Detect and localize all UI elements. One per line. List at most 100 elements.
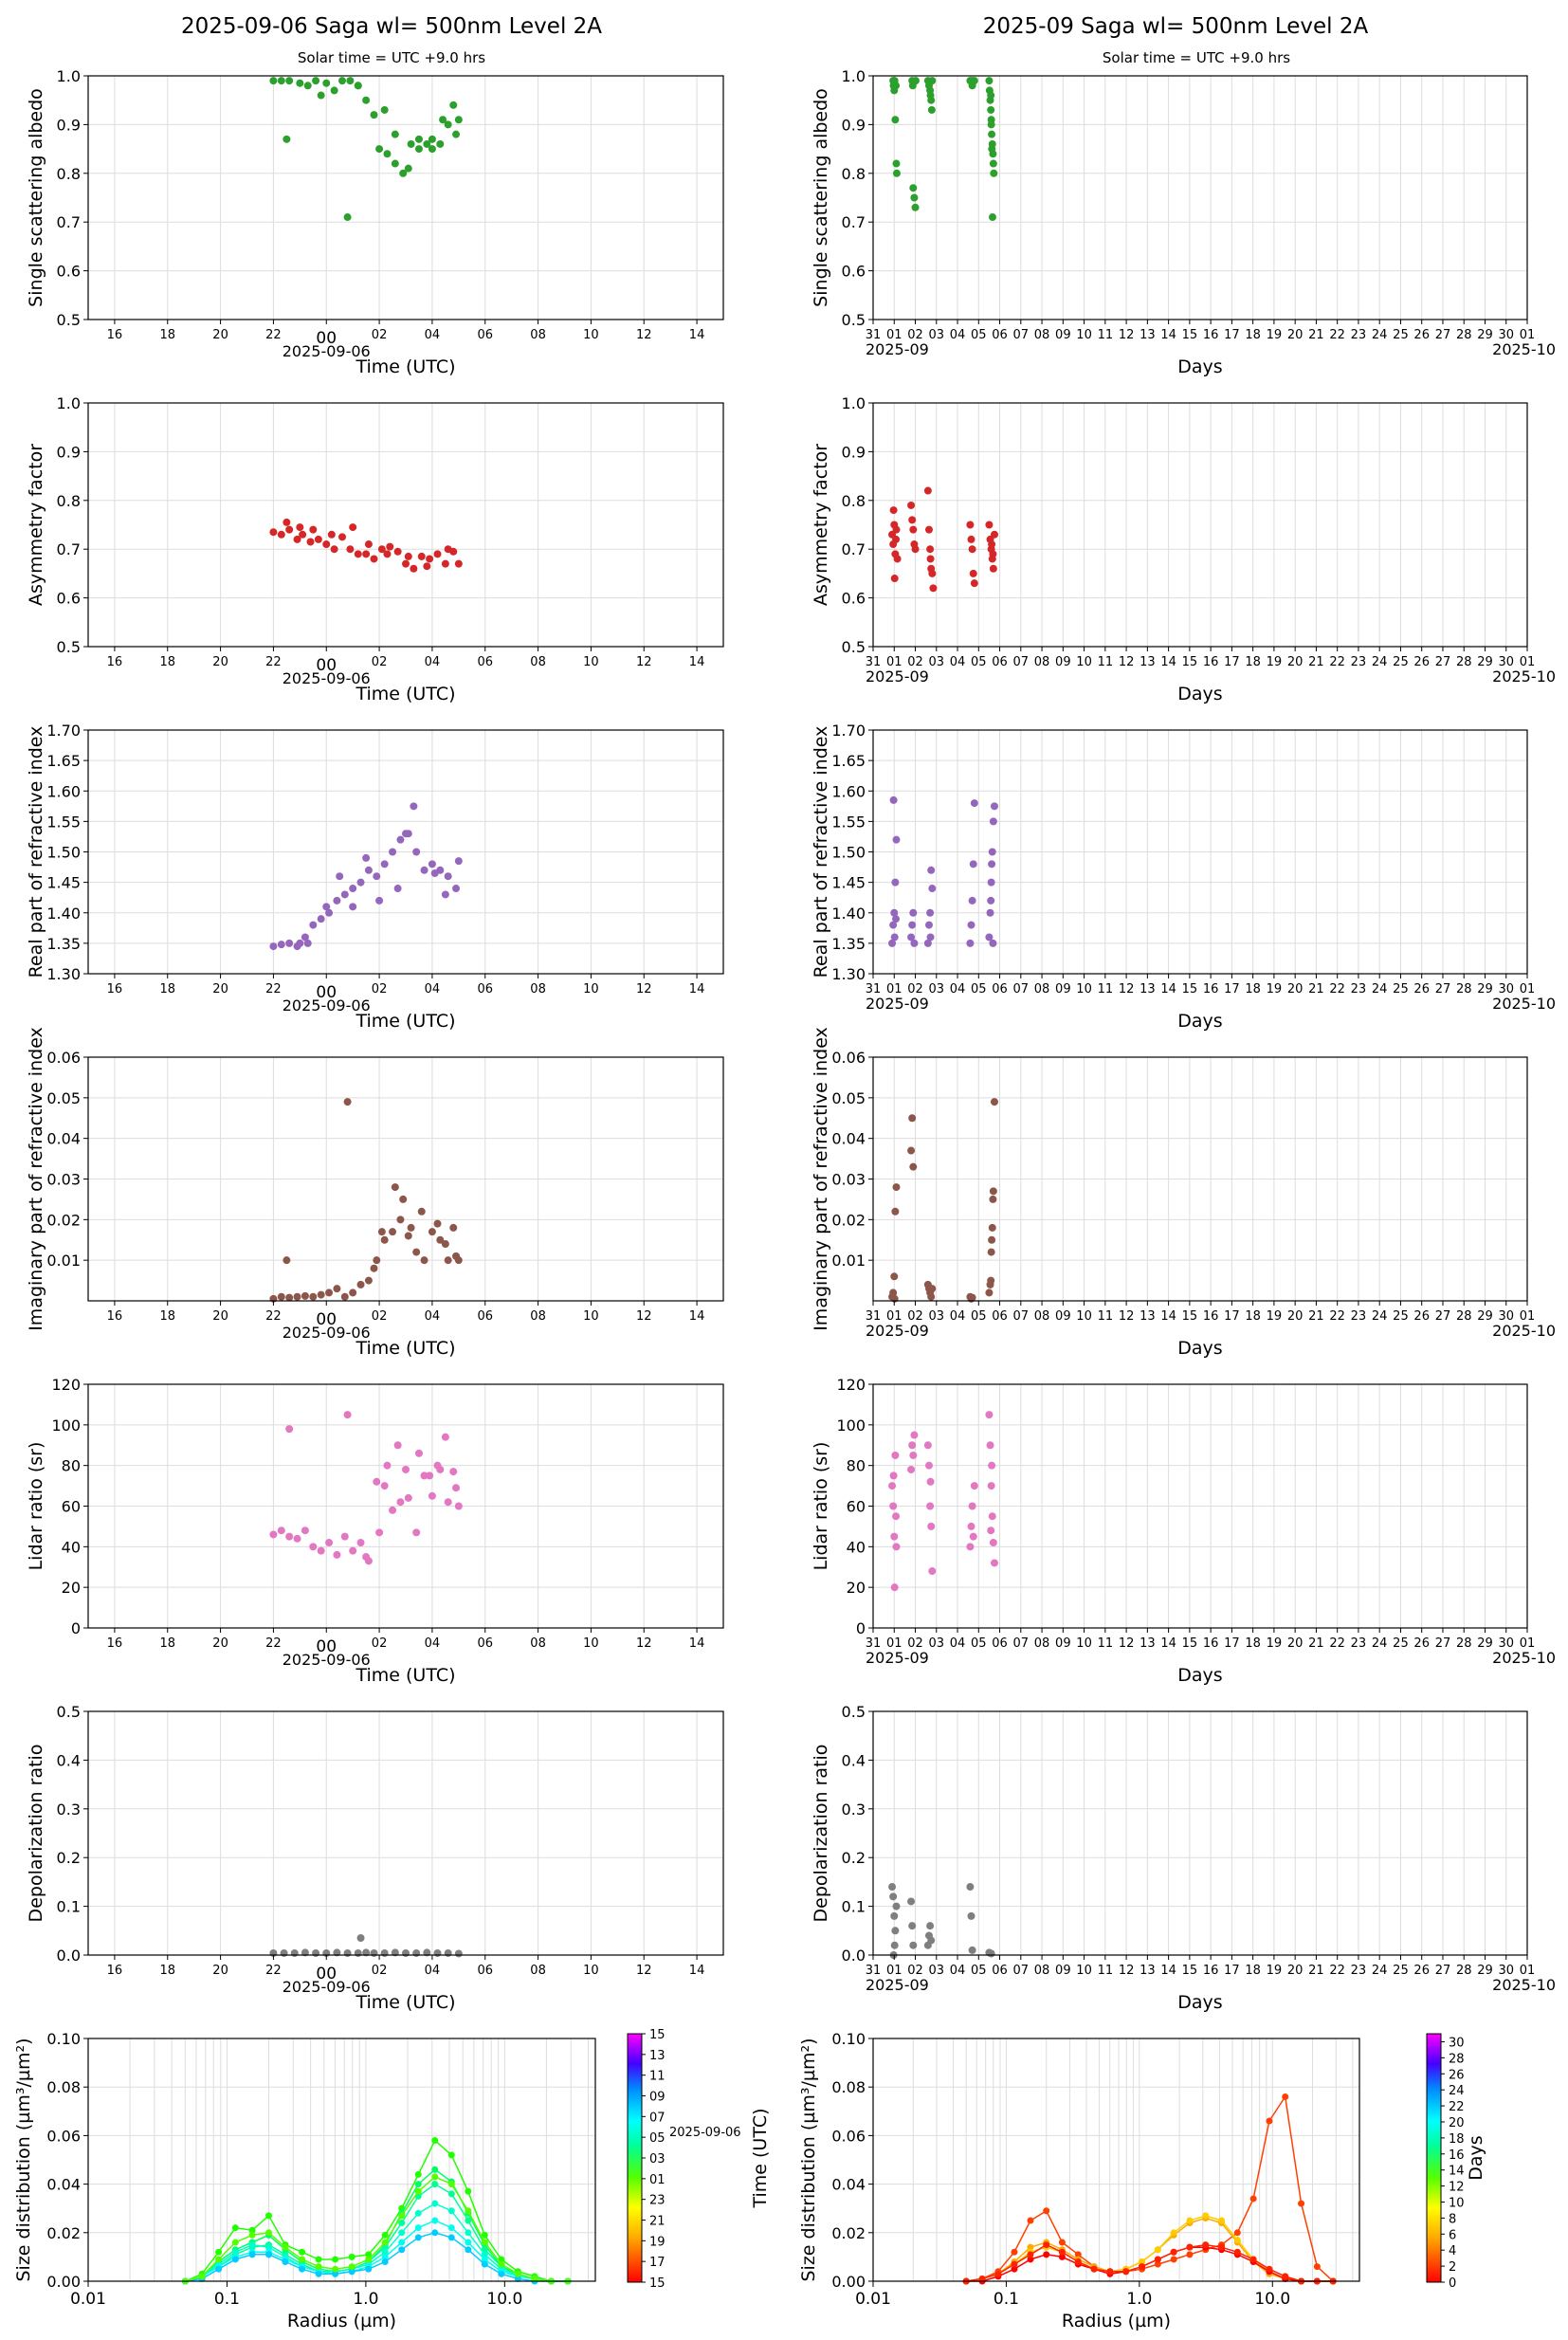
chart-depol-monthly-xtick-label: 28 <box>1456 1964 1472 1978</box>
chart-imag-daily-point <box>444 1256 452 1265</box>
chart-lidar-monthly-xtick-label: 30 <box>1498 1636 1514 1651</box>
chart-real-daily-ytick-label: 1.55 <box>46 813 81 831</box>
chart-lidar-daily-ytick-label: 120 <box>51 1376 81 1394</box>
chart-asym-monthly-xtick-label: 16 <box>1203 655 1219 669</box>
chart-imag-monthly-point <box>968 1293 976 1302</box>
chart-real-daily-point <box>325 908 334 917</box>
chart-asym-daily-ytick-label: 1.0 <box>57 394 81 412</box>
chart-depol-monthly-xtick-label: 31 <box>866 1964 882 1978</box>
chart-real-monthly-point <box>989 817 997 826</box>
chart-lidar-daily-point <box>420 1472 428 1480</box>
chart-depol-monthly-point <box>966 1883 975 1892</box>
chart-lidar-monthly-xtick-label: 27 <box>1435 1636 1451 1651</box>
chart-lidar-daily-point <box>301 1526 309 1535</box>
chart-lidar-monthly-xtick-label: 31 <box>866 1636 882 1651</box>
chart-real-monthly-xtick-label: 04 <box>950 982 966 996</box>
chart-lidar-monthly-xtick-label: 26 <box>1413 1636 1430 1651</box>
chart-sizedist-monthly-series-point <box>1282 2093 1289 2100</box>
chart-asym-monthly-point <box>928 569 937 577</box>
chart-sizedist-monthly-frame <box>872 2038 1360 2282</box>
chart-lidar-monthly-xtick-label: 23 <box>1351 1636 1367 1651</box>
chart-sizedist-daily-frame <box>87 2038 596 2282</box>
chart-depol-monthly-xtick-label: 01 <box>886 1964 903 1978</box>
chart-sizedist-daily-series-point <box>398 2239 406 2246</box>
chart-ssa-monthly-point <box>989 159 997 168</box>
chart-ssa-daily-xtick-label: 20 <box>212 328 228 342</box>
chart-imag-monthly-xtick-label: 15 <box>1182 1309 1198 1324</box>
chart-asym-daily-point <box>386 542 394 551</box>
chart-depol-monthly-xtick-label: 22 <box>1329 1964 1345 1978</box>
chart-ssa-daily-ytick-label: 0.5 <box>57 311 81 329</box>
chart-asym-monthly-end: 2025-10 <box>1492 667 1556 686</box>
chart-asym-monthly-xtick-label: 04 <box>950 655 966 669</box>
chart-sizedist-monthly-series-point <box>1011 2248 1018 2256</box>
chart-real-daily-ytick-label: 1.50 <box>46 844 81 862</box>
chart-lidar-monthly-point <box>889 1472 898 1480</box>
chart-ssa-monthly-ytick-label: 1.0 <box>842 67 866 85</box>
chart-sizedist-monthly-ytick-label: 0.08 <box>831 2078 866 2096</box>
chart-sizedist-daily-series-point <box>481 2251 488 2258</box>
chart-asym-monthly-xtick-label: 26 <box>1413 655 1430 669</box>
chart-depol-daily-point <box>380 1948 389 1957</box>
chart-lidar-monthly-xtick-label: 03 <box>929 1636 945 1651</box>
chart-asym-monthly-xtick-label: 28 <box>1456 655 1472 669</box>
chart-sizedist-monthly-ytick-label: 0.06 <box>831 2127 866 2145</box>
chart-asym-daily-xlabel: Time (UTC) <box>355 684 455 704</box>
chart-real-daily-point <box>309 921 318 929</box>
chart-imag-monthly-end: 2025-10 <box>1492 1322 1556 1340</box>
chart-asym-daily-point <box>330 545 338 554</box>
chart-depol-daily-point <box>312 1948 320 1957</box>
chart-ssa-daily-point <box>414 145 423 154</box>
chart-imag-monthly: 0.01 0.02 0.03 0.04 0.05 0.06 31 01 02 03 04 05 06 07… <box>811 1027 1556 1359</box>
chart-depol-daily-xtick-label: 22 <box>265 1964 282 1978</box>
chart-lidar-daily-point <box>404 1493 412 1502</box>
chart-asym-daily-ytick-label: 0.5 <box>57 638 81 656</box>
chart-depol-daily-ytick-label: 0.2 <box>57 1849 81 1867</box>
chart-lidar-monthly-xtick-label: 07 <box>1013 1636 1030 1651</box>
colorbar-right-tick-label: 16 <box>1449 2148 1465 2163</box>
chart-imag-monthly-ytick-label: 0.03 <box>831 1171 866 1189</box>
chart-imag-daily-xtick-label: 20 <box>212 1309 228 1324</box>
chart-ssa-daily-point <box>354 82 362 90</box>
chart-ssa-monthly-xtick-label: 29 <box>1477 328 1493 342</box>
chart-imag-monthly-xtick-label: 27 <box>1435 1309 1451 1324</box>
chart-sizedist-monthly-series-point <box>1233 2236 1241 2243</box>
chart-asym-daily-point <box>362 550 371 558</box>
chart-sizedist-monthly-series-point <box>1202 2241 1210 2249</box>
chart-sizedist-daily-ytick-label: 0.08 <box>46 2078 81 2096</box>
chart-real-daily-xtick-label: 18 <box>159 982 175 996</box>
chart-real-daily-point <box>285 939 294 947</box>
chart-sizedist-daily-series-point <box>447 2234 455 2241</box>
chart-imag-daily-point <box>441 1240 449 1249</box>
chart-real-daily-point <box>333 896 341 905</box>
chart-real-monthly-xtick-label: 26 <box>1413 982 1430 996</box>
chart-sizedist-daily-series-point <box>231 2248 239 2256</box>
chart-lidar-monthly-xtick-label: 21 <box>1308 1636 1324 1651</box>
chart-asym-monthly-ytick-label: 0.6 <box>842 590 866 608</box>
chart-asym-daily-point <box>346 545 355 554</box>
chart-ssa-daily-point <box>303 82 312 90</box>
chart-ssa-daily: 0.5 0.6 0.7 0.8 0.9 1.0 16 18 20 22 00 02 04 06 08 10 12… <box>26 67 724 377</box>
chart-ssa-monthly-xtick-label: 27 <box>1435 328 1451 342</box>
chart-asym-monthly-point <box>989 550 997 558</box>
chart-asym-daily-point <box>322 540 331 549</box>
chart-ssa-monthly-xtick-label: 02 <box>907 328 923 342</box>
chart-ssa-daily-xlabel: Time (UTC) <box>355 356 455 377</box>
chart-depol-monthly-xtick-label: 24 <box>1372 1964 1388 1978</box>
chart-ssa-monthly-xtick-label: 01 <box>886 328 903 342</box>
chart-asym-monthly-point <box>989 564 997 573</box>
chart-lidar-daily-point <box>285 1425 294 1434</box>
chart-lidar-monthly-point <box>907 1465 916 1473</box>
chart-ssa-daily-point <box>399 169 408 177</box>
chart-depol-daily-point <box>412 1948 421 1957</box>
chart-sizedist-monthly-series-point <box>1186 2243 1194 2251</box>
chart-imag-daily-date: 2025-09-06 <box>283 1324 371 1342</box>
chart-sizedist-daily-series-point <box>248 2226 256 2234</box>
chart-sizedist-daily-series-point <box>265 2251 273 2258</box>
chart-real-monthly-point <box>909 908 918 917</box>
chart-imag-daily-point <box>349 1289 357 1297</box>
chart-asym-daily-ytick-label: 0.8 <box>57 492 81 510</box>
chart-ssa-daily-xtick-label: 14 <box>689 328 705 342</box>
chart-real-monthly-xtick-label: 16 <box>1203 982 1219 996</box>
